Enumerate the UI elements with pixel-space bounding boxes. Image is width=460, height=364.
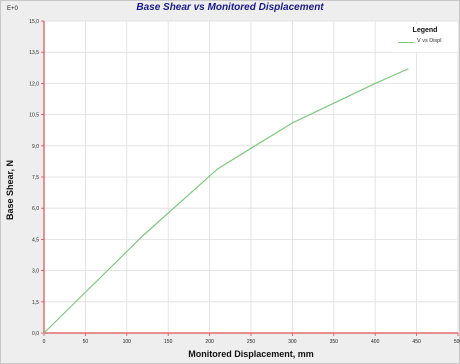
legend: Legend V vs Displ — [392, 24, 458, 52]
y-tick-label: 7,5 — [32, 175, 39, 181]
series-line-v-vs-displ — [43, 68, 409, 334]
y-tick-label: 13,5 — [29, 50, 39, 56]
x-tick-label: 450 — [412, 339, 421, 345]
y-tick-label: 6,0 — [32, 206, 39, 212]
y-tick-label: 3,0 — [32, 269, 39, 275]
legend-title: Legend — [412, 27, 438, 34]
y-tick-label: 4,5 — [32, 237, 39, 243]
y-axis-label: Base Shear, N — [5, 159, 15, 221]
y-tick-label: 1,5 — [32, 300, 39, 306]
x-tick-label: 0 — [43, 339, 46, 345]
x-axis-label: Monitored Displacement, mm — [188, 349, 314, 359]
y-tick-label: 15,0 — [29, 19, 39, 25]
legend-entry: V vs Displ — [417, 38, 442, 44]
y-tick-label: 9,0 — [32, 144, 39, 150]
x-tick-label: 100 — [123, 339, 132, 345]
x-tick-label: 300 — [288, 339, 297, 345]
x-tick-label: 200 — [205, 339, 214, 345]
y-axis-label-wrap: Base Shear, N — [3, 110, 17, 270]
x-tick-label: 350 — [330, 339, 339, 345]
x-tick-label: 400 — [371, 339, 380, 345]
x-tick-label: 150 — [164, 339, 173, 345]
scale-label: E+0 — [7, 6, 18, 12]
y-tick-label: 12,0 — [29, 81, 39, 87]
legend-swatch — [398, 42, 414, 43]
x-tick-label: 50 — [83, 339, 89, 345]
x-tick-label: 250 — [247, 339, 256, 345]
x-tick-label: 500 — [454, 339, 460, 345]
y-tick-label: 0,0 — [32, 331, 39, 337]
chart-title: Base Shear vs Monitored Displacement — [136, 2, 324, 13]
y-tick-label: 10,5 — [29, 113, 39, 119]
